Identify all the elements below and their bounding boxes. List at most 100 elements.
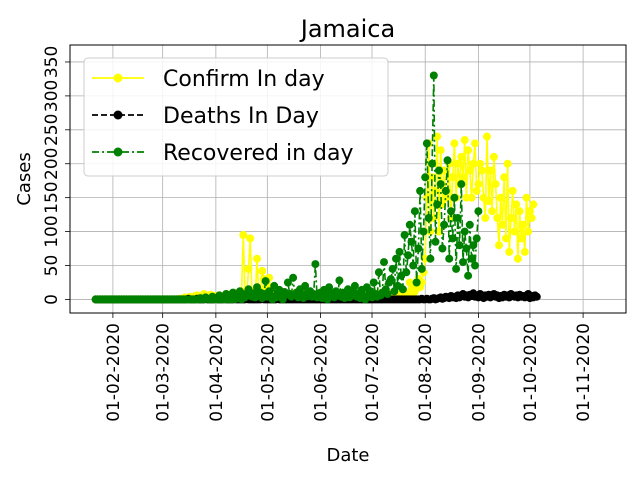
data-point bbox=[472, 234, 481, 243]
data-point bbox=[503, 159, 512, 168]
data-point bbox=[481, 214, 490, 222]
data-point bbox=[460, 136, 469, 144]
data-point bbox=[239, 231, 248, 239]
data-point bbox=[435, 166, 443, 175]
data-point bbox=[325, 283, 334, 292]
data-point bbox=[450, 139, 459, 148]
data-point bbox=[457, 152, 466, 161]
data-point bbox=[283, 278, 292, 287]
data-point bbox=[419, 227, 428, 236]
data-point bbox=[404, 251, 413, 260]
data-point bbox=[374, 268, 383, 277]
data-point bbox=[525, 207, 534, 216]
data-point bbox=[522, 193, 531, 202]
data-point bbox=[483, 132, 491, 141]
data-point bbox=[448, 234, 457, 243]
data-point bbox=[465, 166, 474, 175]
data-point bbox=[496, 193, 505, 202]
data-point bbox=[474, 180, 483, 189]
data-point bbox=[471, 139, 479, 148]
data-point bbox=[484, 197, 493, 206]
data-point bbox=[457, 180, 466, 189]
y-axis-label: Cases bbox=[14, 152, 35, 205]
data-point bbox=[289, 273, 298, 282]
data-point bbox=[448, 173, 457, 182]
legend-marker bbox=[113, 147, 123, 157]
data-point bbox=[416, 186, 425, 195]
data-point bbox=[311, 260, 320, 269]
data-point bbox=[441, 186, 450, 195]
data-point bbox=[429, 71, 438, 80]
data-point bbox=[464, 271, 473, 280]
data-point bbox=[433, 200, 442, 209]
data-point bbox=[512, 200, 521, 209]
data-point bbox=[436, 146, 445, 155]
data-point bbox=[246, 234, 255, 243]
legend-label: Recovered in day bbox=[163, 141, 354, 166]
data-point bbox=[459, 173, 467, 182]
data-point bbox=[464, 146, 473, 155]
data-point bbox=[474, 207, 483, 216]
data-point bbox=[402, 268, 411, 277]
data-point bbox=[467, 193, 476, 202]
data-point bbox=[488, 207, 497, 216]
x-tick-label: 01-07-2020 bbox=[363, 323, 383, 422]
x-tick-label: 01-09-2020 bbox=[469, 323, 489, 422]
data-point bbox=[405, 220, 414, 229]
data-point bbox=[495, 241, 503, 250]
data-point bbox=[507, 214, 515, 222]
data-point bbox=[498, 220, 507, 229]
data-point bbox=[435, 227, 443, 236]
data-point bbox=[424, 214, 433, 222]
data-point bbox=[301, 281, 310, 290]
data-point bbox=[447, 207, 455, 216]
data-point bbox=[505, 247, 514, 256]
data-point bbox=[440, 220, 449, 229]
data-point bbox=[409, 261, 418, 270]
data-point bbox=[450, 193, 459, 202]
data-point bbox=[428, 159, 437, 168]
chart-title: Jamaica bbox=[299, 15, 395, 43]
data-point bbox=[421, 173, 430, 182]
data-point bbox=[500, 173, 509, 182]
legend-label: Confirm In day bbox=[163, 67, 325, 92]
data-series bbox=[91, 71, 541, 304]
y-tick-label: 300 bbox=[42, 80, 62, 112]
data-point bbox=[400, 231, 409, 239]
x-tick-label: 01-02-2020 bbox=[104, 323, 124, 422]
data-point bbox=[386, 275, 395, 284]
data-point bbox=[443, 156, 452, 165]
series-group bbox=[91, 71, 483, 304]
data-point bbox=[452, 264, 461, 273]
y-tick-label: 350 bbox=[42, 46, 62, 78]
y-tick-label: 200 bbox=[42, 148, 62, 180]
data-point bbox=[491, 180, 500, 189]
data-point bbox=[412, 278, 421, 287]
data-point bbox=[476, 159, 485, 168]
data-point bbox=[453, 214, 462, 222]
data-point bbox=[426, 254, 435, 263]
data-point bbox=[508, 186, 517, 195]
x-tick-label: 01-04-2020 bbox=[207, 323, 227, 422]
data-point bbox=[472, 186, 481, 195]
x-tick-label: 01-10-2020 bbox=[521, 323, 541, 422]
data-point bbox=[455, 241, 464, 250]
data-point bbox=[477, 166, 486, 175]
x-tick-label: 01-08-2020 bbox=[416, 323, 436, 422]
data-point bbox=[524, 227, 533, 236]
data-point bbox=[459, 258, 467, 267]
data-point bbox=[445, 254, 454, 263]
data-point bbox=[414, 244, 423, 253]
data-point bbox=[489, 152, 498, 161]
y-tick-label: 0 bbox=[42, 294, 62, 305]
data-point bbox=[410, 207, 419, 216]
x-tick-label: 01-05-2020 bbox=[258, 323, 278, 422]
y-tick-label: 250 bbox=[42, 114, 62, 146]
data-point bbox=[460, 227, 469, 236]
data-point bbox=[486, 166, 495, 175]
data-point bbox=[493, 214, 502, 222]
legend-marker bbox=[113, 73, 123, 83]
data-point bbox=[380, 258, 388, 267]
data-point bbox=[395, 247, 404, 256]
